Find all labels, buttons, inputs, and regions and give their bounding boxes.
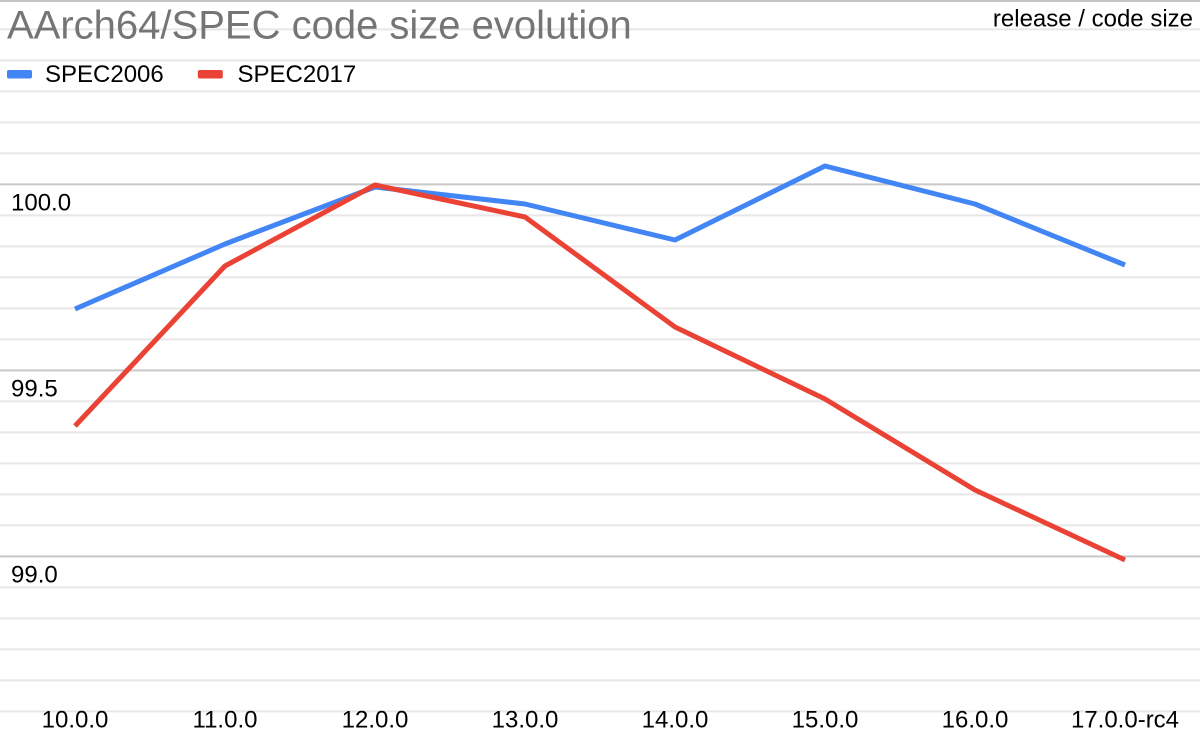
svg-text:13.0.0: 13.0.0: [492, 706, 559, 733]
svg-text:16.0.0: 16.0.0: [942, 706, 1009, 733]
svg-text:12.0.0: 12.0.0: [342, 706, 409, 733]
svg-text:99.5: 99.5: [11, 376, 58, 403]
svg-text:99.0: 99.0: [11, 562, 58, 589]
svg-text:11.0.0: 11.0.0: [193, 706, 258, 733]
svg-text:17.0.0-rc4: 17.0.0-rc4: [1071, 706, 1179, 733]
svg-text:10.0.0: 10.0.0: [42, 706, 109, 733]
svg-text:release / code size: release / code size: [993, 6, 1193, 33]
svg-text:SPEC2006: SPEC2006: [45, 61, 164, 88]
svg-text:AArch64/SPEC code size evoluti: AArch64/SPEC code size evolution: [7, 4, 632, 48]
svg-text:14.0.0: 14.0.0: [642, 706, 709, 733]
svg-text:15.0.0: 15.0.0: [792, 706, 859, 733]
svg-text:100.0: 100.0: [11, 190, 71, 217]
svg-text:SPEC2017: SPEC2017: [238, 61, 357, 88]
